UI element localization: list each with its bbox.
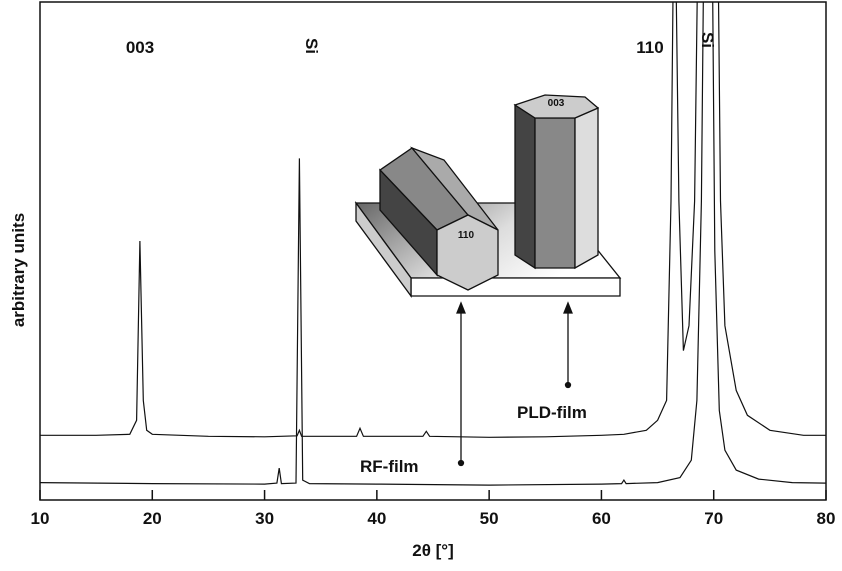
annotation: RF-film [360, 457, 419, 476]
y-axis-label: arbitrary units [9, 213, 28, 327]
x-tick-label: 20 [143, 509, 162, 528]
trace [40, 2, 826, 486]
inset [354, 94, 622, 467]
inset-label: 110 [458, 230, 475, 241]
annotation: Si [698, 32, 717, 48]
x-tick-label: 50 [480, 509, 499, 528]
annotation: Si [302, 38, 321, 54]
x-tick-label: 10 [31, 509, 50, 528]
plot-frame [39, 1, 827, 501]
trace [40, 2, 826, 438]
annotation: PLD-film [517, 403, 587, 422]
inset-label: 003 [548, 98, 565, 109]
x-tick-label: 30 [255, 509, 274, 528]
annotation: 110 [636, 38, 663, 57]
x-tick-label: 40 [367, 509, 386, 528]
x-tick-label: 70 [704, 509, 723, 528]
x-tick-label: 60 [592, 509, 611, 528]
x-tick-label: 80 [817, 509, 836, 528]
x-axis-label: 2θ [°] [412, 541, 454, 560]
annotation: 003 [126, 38, 154, 57]
